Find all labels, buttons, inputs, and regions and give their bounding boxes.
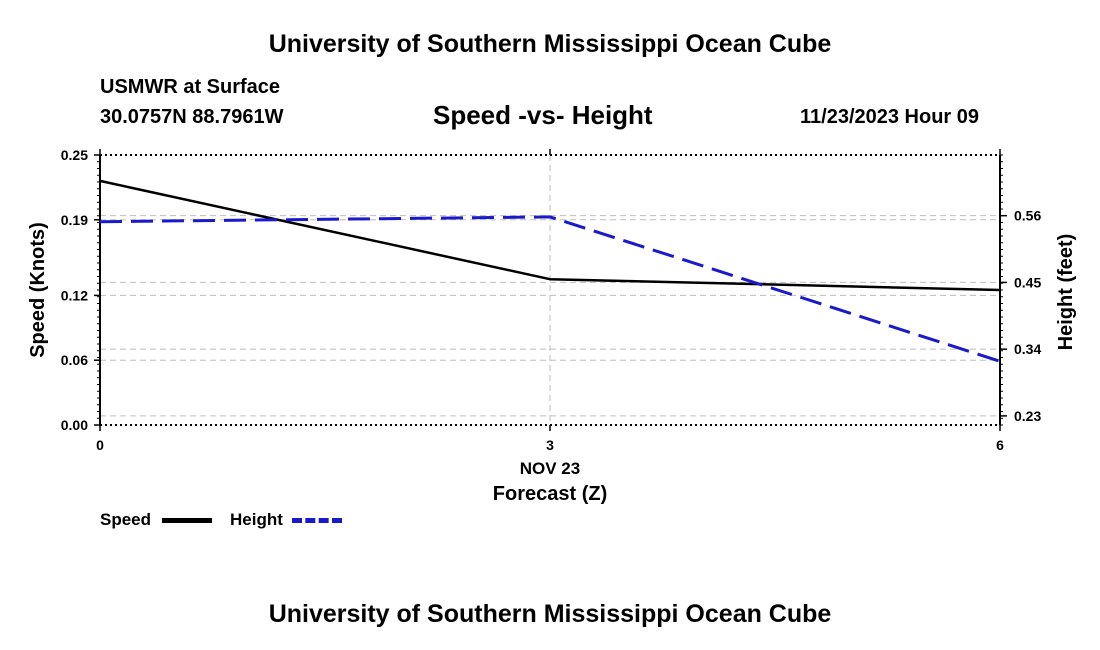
right-tick-label: 0.23 — [1014, 408, 1041, 424]
right-tick-label: 0.34 — [1014, 341, 1041, 357]
speed-height-chart: 0.00 0.06 0.12 0.19 0.25 0.23 0.34 0.45 0.56 0 3 6 N… — [27, 147, 1077, 505]
left-tick-label: 0.12 — [61, 287, 88, 303]
grid-lines — [100, 155, 1000, 425]
legend-height-line-swatch — [292, 518, 342, 523]
x-tick-label: 0 — [96, 437, 104, 453]
right-tick-label: 0.45 — [1014, 274, 1041, 290]
station-name: USMWR at Surface — [100, 76, 281, 98]
left-tick-label: 0.00 — [61, 417, 88, 433]
x-tick-label: 6 — [996, 437, 1004, 453]
left-tick-label: 0.06 — [61, 352, 88, 368]
x-date-label: NOV 23 — [520, 459, 580, 478]
series-line-speed — [99, 179, 1001, 292]
legend-speed-label: Speed — [100, 510, 152, 529]
footer-title: University of Southern Mississippi Ocean… — [268, 600, 832, 628]
forecast-datetime: 11/23/2023 Hour 09 — [800, 106, 980, 128]
legend-height-label: Height — [230, 510, 283, 529]
x-axis-title: Forecast (Z) — [493, 483, 607, 505]
series-lines — [99, 179, 1001, 363]
left-tick-label: 0.19 — [61, 212, 88, 228]
right-tick-label: 0.56 — [1014, 208, 1041, 224]
legend-speed-line-swatch — [162, 518, 212, 523]
left-axis-title: Speed (Knots) — [27, 222, 49, 358]
page-title: University of Southern Mississippi Ocean… — [268, 30, 832, 58]
axes — [94, 149, 1007, 431]
station-coordinates: 30.0757N 88.7961W — [100, 106, 284, 128]
chart-title: Speed -vs- Height — [433, 100, 653, 130]
left-tick-label: 0.25 — [61, 147, 88, 163]
x-tick-label: 3 — [546, 437, 554, 453]
axis-labels: 0.00 0.06 0.12 0.19 0.25 0.23 0.34 0.45 0.56 0 3 6 N… — [27, 147, 1077, 505]
right-axis-title: Height (feet) — [1055, 234, 1077, 351]
series-line-height — [99, 215, 1001, 363]
